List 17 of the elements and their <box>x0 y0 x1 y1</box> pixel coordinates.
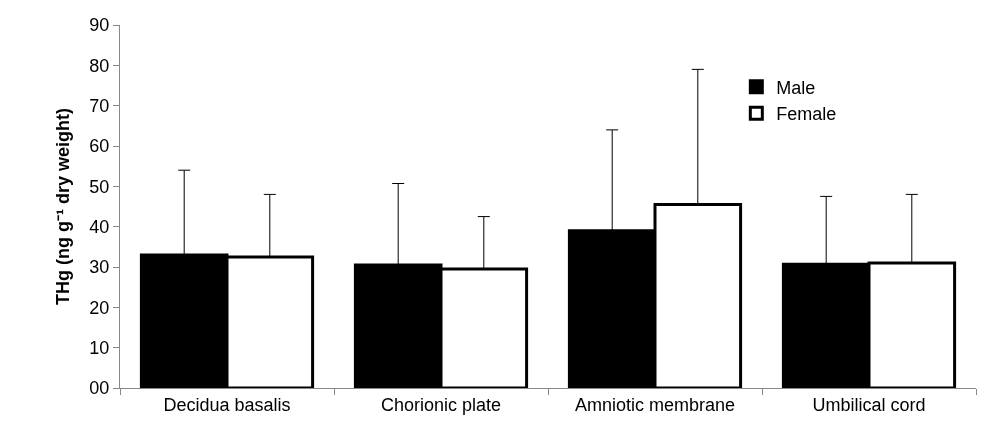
y-tick-label: 40 <box>89 216 110 237</box>
x-tick-label: Umbilical cord <box>812 394 926 415</box>
legend-label: Male <box>776 77 816 98</box>
y-tick-label: 30 <box>89 257 110 278</box>
x-tick-label: Amniotic membrane <box>574 394 736 415</box>
y-tick-label: 80 <box>89 55 110 76</box>
y-tick-label: 90 <box>89 15 110 36</box>
y-tick-label: 20 <box>89 297 110 318</box>
y-tick-label: 00 <box>89 378 110 399</box>
y-tick-label: 10 <box>89 337 110 358</box>
legend-label: Female <box>776 104 837 125</box>
x-tick-label: Decidua basalis <box>163 394 291 415</box>
y-tick-label: 60 <box>89 136 110 157</box>
y-tick-label: 70 <box>89 95 110 116</box>
x-tick-label: Chorionic plate <box>380 394 502 415</box>
y-tick-label: 50 <box>89 176 110 197</box>
y-axis-title: THg (ng g⁻¹ dry weight) <box>52 108 73 305</box>
